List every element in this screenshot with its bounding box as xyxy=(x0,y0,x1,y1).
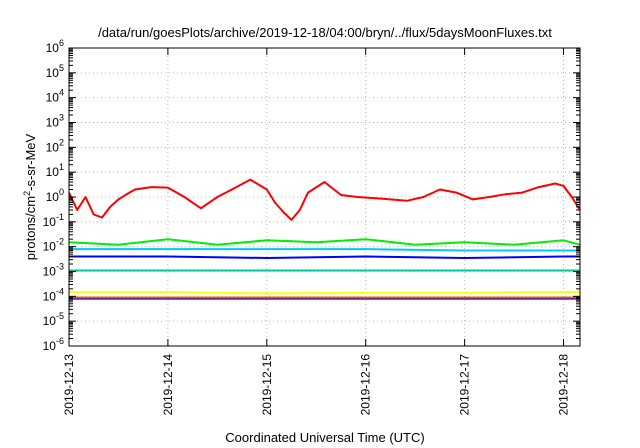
y-tick-base: 10 xyxy=(43,215,57,229)
x-tick-label: 2019-12-14 xyxy=(161,354,175,416)
y-tick-label: 10-6 xyxy=(43,336,64,353)
y-tick-exponent: -6 xyxy=(56,336,64,346)
x-tick-label: 2019-12-16 xyxy=(359,354,373,416)
y-tick-exponent: -4 xyxy=(56,286,64,296)
y-tick-base: 10 xyxy=(43,314,57,328)
series-lines xyxy=(68,178,581,300)
y-tick-exponent: 6 xyxy=(59,38,64,48)
x-tick-label: 2019-12-13 xyxy=(62,354,76,416)
y-tick-base: 10 xyxy=(46,165,60,179)
series-line-6 xyxy=(69,291,580,295)
y-tick-exponent: -3 xyxy=(56,262,64,272)
y-tick-exponent: -2 xyxy=(56,237,64,247)
x-tick-label: 2019-12-17 xyxy=(458,354,472,416)
y-tick-base: 10 xyxy=(43,339,57,353)
y-tick-exponent: -5 xyxy=(56,311,64,321)
y-axis-label: protons/cm2-s-sr-MeV xyxy=(22,133,38,260)
x-tick-label: 2019-12-18 xyxy=(557,354,571,416)
y-tick-exponent: 3 xyxy=(59,113,64,123)
series-line-3 xyxy=(69,248,580,252)
y-tick-label: 105 xyxy=(46,63,64,80)
y-tick-label: 106 xyxy=(46,38,64,55)
y-tick-label: 10-2 xyxy=(43,237,64,254)
y-tick-base: 10 xyxy=(46,66,60,80)
y-tick-base: 10 xyxy=(46,91,60,105)
y-tick-label: 10-5 xyxy=(43,311,64,328)
chart-title: /data/run/goesPlots/archive/2019-12-18/0… xyxy=(98,25,552,40)
y-tick-label: 103 xyxy=(46,113,64,130)
y-tick-label: 10-3 xyxy=(43,262,64,279)
y-tick-base: 10 xyxy=(46,116,60,130)
x-axis: 2019-12-13 2019-12-14 2019-12-15 2019-12-16… xyxy=(62,48,571,415)
series-line-1 xyxy=(68,178,581,221)
y-tick-base: 10 xyxy=(46,140,60,154)
series-line-2 xyxy=(68,238,581,246)
y-axis: 10-610-510-410-310-210-11001011021031041… xyxy=(43,38,580,353)
grid xyxy=(69,48,580,346)
y-tick-base: 10 xyxy=(43,265,57,279)
y-tick-base: 10 xyxy=(43,289,57,303)
y-axis-label-sup: 2 xyxy=(22,191,32,196)
y-tick-label: 100 xyxy=(46,187,64,204)
y-tick-exponent: 2 xyxy=(59,137,64,147)
y-tick-label: 10-4 xyxy=(43,286,64,303)
y-tick-label: 104 xyxy=(46,88,64,105)
y-tick-exponent: 0 xyxy=(59,187,64,197)
x-tick-label: 2019-12-15 xyxy=(260,354,274,416)
y-axis-label-prefix: protons/cm xyxy=(23,196,38,260)
y-tick-base: 10 xyxy=(43,240,57,254)
y-tick-label: 10-1 xyxy=(43,212,64,229)
y-tick-base: 10 xyxy=(46,41,60,55)
y-tick-exponent: 5 xyxy=(59,63,64,73)
y-tick-base: 10 xyxy=(46,190,60,204)
y-tick-exponent: 4 xyxy=(59,88,64,98)
series-line-4 xyxy=(69,255,580,259)
y-tick-exponent: 1 xyxy=(59,162,64,172)
y-tick-exponent: -1 xyxy=(56,212,64,222)
y-tick-label: 102 xyxy=(46,137,64,154)
y-tick-label: 101 xyxy=(46,162,64,179)
x-axis-label: Coordinated Universal Time (UTC) xyxy=(225,430,424,445)
y-axis-label-suffix: -s-sr-MeV xyxy=(23,133,38,190)
